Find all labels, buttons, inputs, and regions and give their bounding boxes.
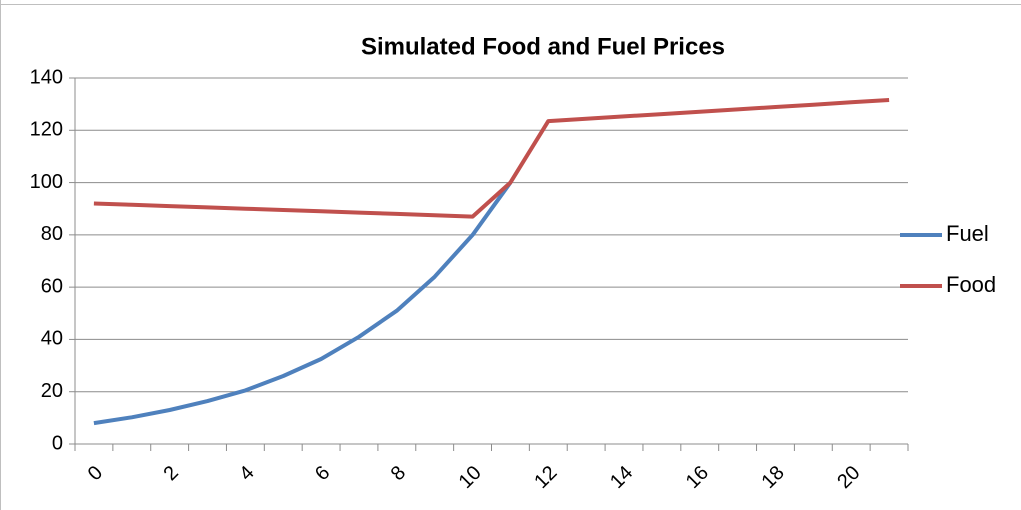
x-tick-label: 6 — [311, 462, 334, 485]
x-tick-label: 14 — [606, 462, 637, 493]
x-tick-label: 2 — [160, 462, 183, 485]
chart-title: Simulated Food and Fuel Prices — [361, 33, 725, 60]
y-tick-label: 120 — [30, 119, 63, 141]
series-line — [93, 98, 890, 219]
x-tick-label: 12 — [530, 462, 561, 493]
y-tick-label: 40 — [41, 328, 63, 350]
x-tick-label: 4 — [235, 462, 258, 485]
x-tick-label: 10 — [455, 462, 486, 493]
y-tick-label: 60 — [41, 275, 63, 297]
y-tick-label: 100 — [30, 171, 63, 193]
legend-label: Food — [946, 272, 996, 297]
x-tick-label: 18 — [757, 462, 788, 493]
y-tick-label: 140 — [30, 66, 63, 88]
y-tick-label: 0 — [52, 432, 63, 454]
x-tick-label: 16 — [682, 462, 713, 493]
legend-label: Fuel — [946, 221, 989, 246]
x-tick-label: 0 — [84, 462, 107, 485]
y-tick-label: 20 — [41, 380, 63, 402]
x-tick-label: 20 — [833, 462, 864, 493]
x-tick-label: 8 — [387, 462, 410, 485]
series-line — [93, 181, 513, 426]
y-tick-label: 80 — [41, 223, 63, 245]
